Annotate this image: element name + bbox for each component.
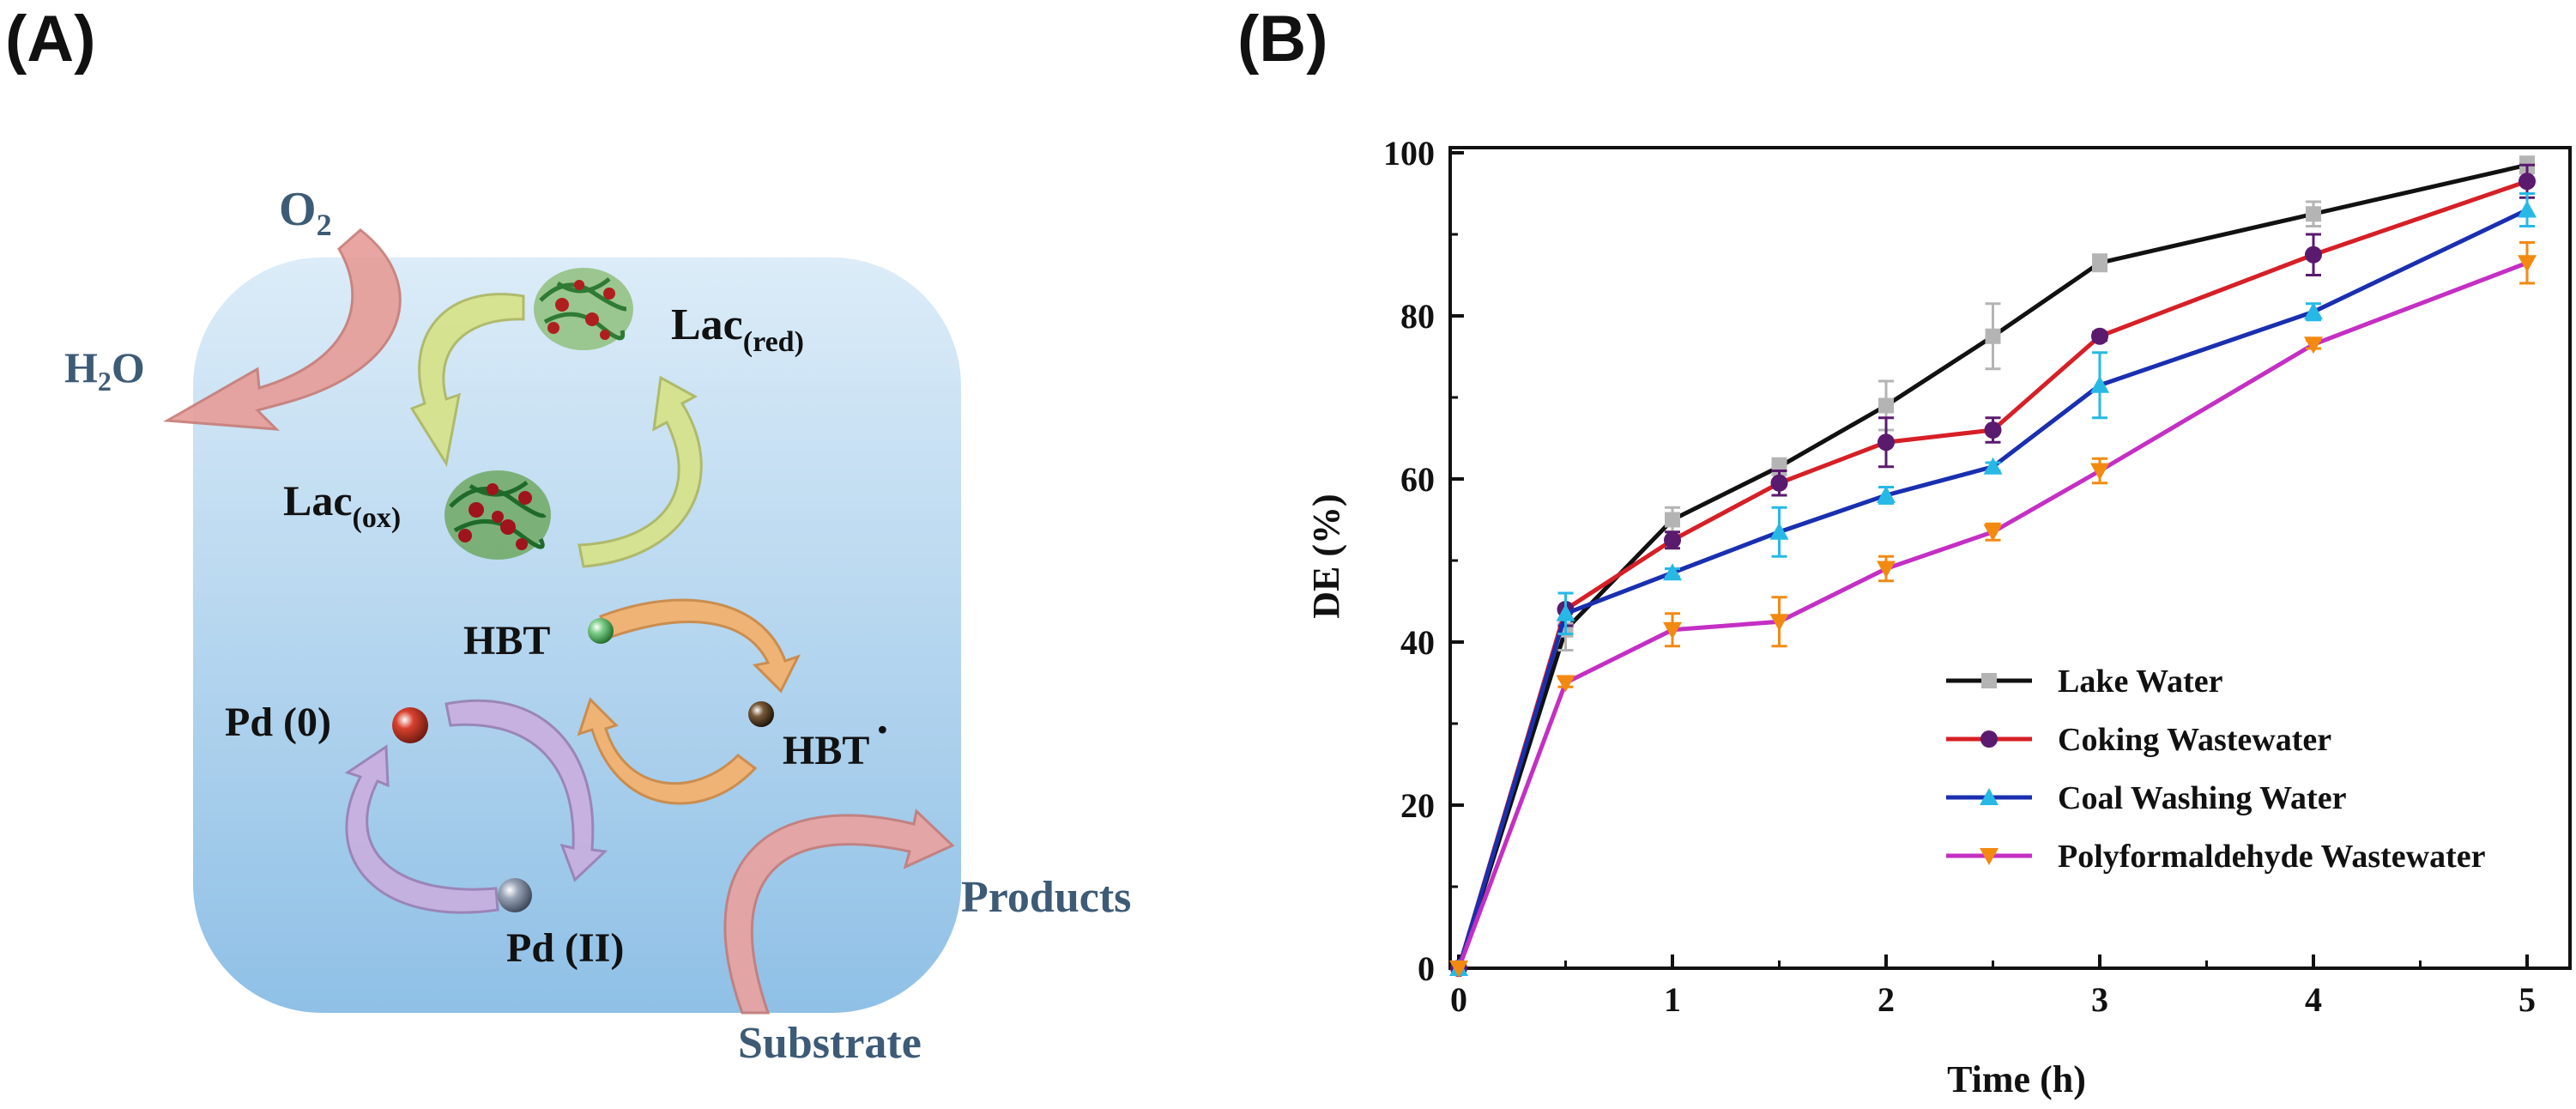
data-point-marker [1663, 621, 1682, 639]
y-tick-label: 100 [1383, 134, 1435, 173]
pd0-label: Pd (0) [225, 700, 331, 745]
legend-label: Lake Water [2058, 664, 2223, 700]
data-point-marker [1877, 486, 1896, 503]
data-point-marker [2304, 302, 2323, 320]
pd2-label: Pd (II) [506, 925, 624, 971]
x-tick-label: 5 [2519, 980, 2536, 1019]
substrate-label: Substrate [738, 1019, 922, 1068]
substrate-to-products-arrow [723, 809, 955, 1015]
data-point-marker [2304, 336, 2323, 355]
data-point-marker [2090, 375, 2109, 393]
data-point-marker [1878, 397, 1894, 414]
y-tick-label: 40 [1400, 623, 1435, 662]
hbt-radical-sphere [748, 701, 774, 727]
data-point-marker [1877, 561, 1896, 579]
data-point-marker [1664, 531, 1681, 549]
data-point-marker [1878, 433, 1895, 451]
data-point-marker [1983, 457, 2003, 475]
data-point-marker [2519, 173, 2536, 191]
h2o-label: H2O [64, 343, 145, 397]
series-coking-wastewater [1450, 163, 2536, 977]
series-coal-washing-water [1449, 192, 2537, 976]
x-axis-label: Time (h) [1947, 1058, 2086, 1100]
data-point-marker [1980, 730, 1998, 748]
y-tick-label: 20 [1400, 786, 1435, 825]
catalytic-cycle-diagram: O2 H2O Lac(red) Lac(ox) HBT HBT · Pd (0) … [64, 183, 1131, 1068]
data-point-marker [1983, 524, 2003, 542]
legend-label: Coal Washing Water [2058, 780, 2347, 816]
legend-label: Coking Wastewater [2058, 722, 2331, 758]
data-point-marker [1769, 614, 1789, 632]
data-point-marker [1665, 512, 1680, 528]
y-axis-label: DE (%) [1305, 494, 1347, 618]
hbt-to-radical-arrow [598, 598, 801, 694]
lac-red-label: Lac(red) [671, 300, 804, 358]
data-point-marker [1984, 421, 2002, 439]
y-tick-label: 80 [1400, 297, 1435, 336]
o2-label: O2 [279, 183, 332, 242]
hbt-to-lac-red-arrow [577, 375, 703, 568]
data-point-marker [1769, 522, 1789, 540]
laccase-reduced-molecule [534, 268, 633, 350]
x-tick-label: 4 [2305, 980, 2322, 1019]
data-point-marker [1556, 603, 1575, 621]
data-point-marker [1770, 474, 1788, 492]
x-tick-label: 1 [1664, 980, 1681, 1019]
diagram-background [193, 258, 961, 1013]
data-point-marker [2090, 463, 2109, 481]
data-point-marker [1556, 675, 1575, 693]
products-label: Products [961, 873, 1131, 922]
radical-to-hbt-arrow [577, 697, 758, 805]
data-point-marker [1980, 848, 1999, 865]
data-point-marker [1981, 673, 1997, 688]
data-point-marker [2518, 200, 2537, 218]
data-point-marker [1663, 563, 1682, 581]
pd0-sphere [392, 707, 428, 743]
laccase-oxidized-molecule [444, 470, 551, 560]
hbt-radical-label: HBT · [783, 704, 890, 773]
series-lake-water [1451, 155, 2535, 976]
pd2-sphere [498, 878, 532, 912]
data-point-marker [2092, 255, 2107, 271]
data-point-marker [1449, 961, 1468, 978]
panel-label-b: (B) [1237, 3, 1328, 76]
hbt-label: HBT [463, 618, 550, 664]
data-point-marker [2518, 255, 2537, 273]
data-point-marker [1980, 788, 1999, 805]
panel-label-a: (A) [5, 3, 96, 76]
lac-red-to-ox-arrow [409, 293, 525, 468]
x-tick-label: 3 [2091, 980, 2108, 1019]
pd0-to-pd2-arrow [444, 699, 608, 882]
data-point-marker [2306, 206, 2321, 222]
plot-frame [1448, 146, 2572, 970]
data-point-marker [1985, 328, 2001, 344]
x-tick-label: 2 [1878, 980, 1895, 1019]
pd2-to-pd0-arrow [344, 744, 499, 914]
lac-ox-label: Lac(ox) [283, 476, 401, 534]
o2-to-h2o-arrow [163, 228, 402, 431]
y-tick-label: 60 [1400, 460, 1435, 499]
legend-label: Polyformaldehyde Wastewater [2058, 839, 2486, 875]
series-polyformaldehyde-wastewater [1449, 241, 2537, 978]
hbt-sphere [588, 618, 614, 644]
data-point-marker [2091, 327, 2108, 345]
data-point-marker [2305, 245, 2322, 264]
y-tick-label: 0 [1418, 949, 1435, 988]
x-tick-label: 0 [1450, 980, 1467, 1019]
